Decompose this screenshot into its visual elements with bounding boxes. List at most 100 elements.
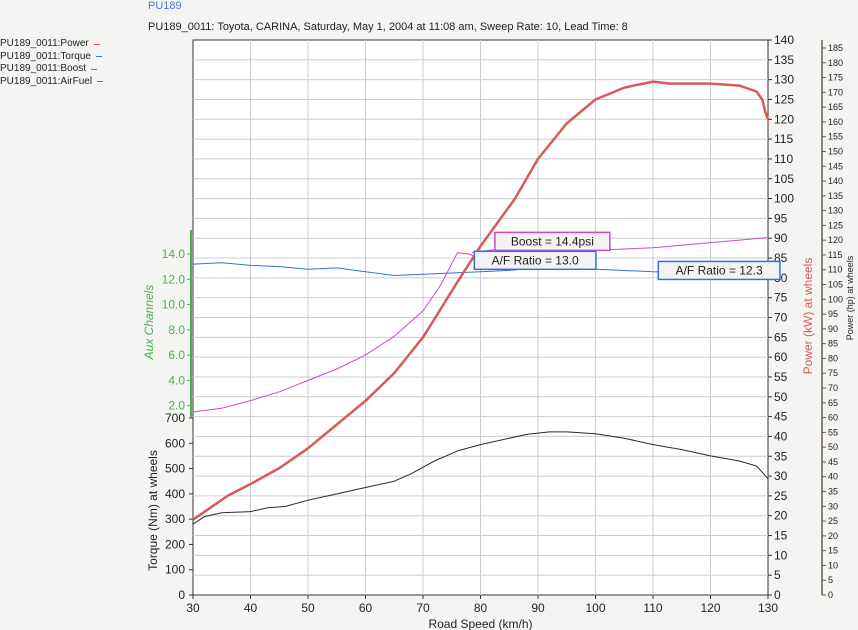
power-kw-axis-label: Power (kW) at wheels	[801, 258, 815, 375]
legend-swatch-airfuel	[97, 81, 104, 83]
power-hp-tick-label: 115	[828, 250, 842, 260]
power-hp-tick-label: 95	[828, 309, 838, 319]
power-hp-tick-label: 35	[828, 487, 838, 497]
power-hp-tick-label: 110	[828, 265, 842, 275]
power-hp-tick-label: 30	[828, 501, 838, 511]
torque-tick-label: 600	[165, 436, 185, 450]
power-kw-tick-label: 50	[774, 390, 788, 404]
legend: PU189_0011:Power PU189_0011:Torque PU189…	[0, 38, 104, 89]
annotation-2: A/F Ratio = 13.0	[473, 250, 597, 271]
power-hp-tick-label: 55	[828, 427, 838, 437]
series-airfuel-line	[192, 262, 769, 276]
power-kw-tick-label: 20	[774, 509, 788, 523]
aux-axis: 2.0 4.0 6.0 8.0 10.0 12.0 14.0 Aux Channels	[142, 230, 192, 418]
power-kw-tick-label: 105	[774, 172, 794, 186]
annotation-text: A/F Ratio = 13.0	[492, 253, 579, 267]
power-hp-tick-label: 160	[828, 117, 843, 127]
annotation-3: A/F Ratio = 12.3	[657, 260, 781, 281]
power-kw-tick-label: 120	[774, 112, 794, 126]
power-kw-tick-label: 30	[774, 469, 788, 483]
x-tick-label: 40	[244, 601, 258, 615]
torque-tick-label: 200	[165, 537, 185, 551]
x-axis: 30 40 50 60 70 80 90 100 110 120 130 Road Speed (km…	[186, 595, 778, 630]
power-kw-tick-label: 0	[774, 588, 781, 602]
power-hp-tick-label: 40	[828, 472, 838, 482]
power-kw-tick-label: 110	[774, 152, 793, 166]
power-hp-tick-label: 20	[828, 531, 838, 541]
power-hp-tick-label: 170	[828, 87, 843, 97]
legend-item-boost[interactable]: PU189_0011:Boost	[0, 63, 103, 76]
aux-tick-label: 10.0	[162, 298, 186, 312]
power-kw-tick-label: 55	[774, 370, 788, 384]
power-hp-tick-label: 15	[828, 546, 838, 556]
annotation-text: A/F Ratio = 12.3	[676, 263, 763, 277]
grid-lines	[193, 40, 768, 595]
legend-item-torque[interactable]: PU189_0011:Torque	[0, 51, 103, 64]
power-hp-tick-label: 25	[828, 516, 838, 526]
power-kw-tick-label: 130	[774, 73, 794, 87]
power-hp-axis-label: Power (hp) at wheels	[845, 255, 855, 340]
power-kw-tick-label: 65	[774, 330, 788, 344]
power-hp-tick-label: 155	[828, 132, 843, 142]
power-hp-tick-label: 105	[828, 280, 843, 290]
power-kw-tick-label: 45	[774, 410, 788, 424]
torque-tick-label: 400	[165, 487, 185, 501]
x-tick-label: 120	[700, 601, 720, 615]
power-hp-tick-label: 185	[828, 43, 843, 53]
aux-tick-label: 4.0	[168, 373, 185, 387]
power-kw-tick-label: 125	[774, 92, 794, 106]
power-hp-tick-label: 85	[828, 339, 838, 349]
power-kw-tick-label: 15	[774, 529, 788, 543]
power-hp-tick-label: 135	[828, 191, 843, 201]
legend-item-power[interactable]: PU189_0011:Power	[0, 38, 103, 51]
x-tick-label: 60	[359, 601, 373, 615]
x-tick-label: 90	[531, 601, 545, 615]
power-kw-tick-label: 90	[774, 231, 788, 245]
x-tick-label: 100	[585, 601, 605, 615]
x-tick-label: 50	[301, 601, 315, 615]
x-tick-label: 130	[758, 601, 778, 615]
power-kw-tick-label: 10	[774, 548, 788, 562]
power-hp-tick-label: 65	[828, 398, 838, 408]
power-hp-tick-label: 130	[828, 206, 843, 216]
power-kw-tick-label: 95	[774, 211, 788, 225]
x-tick-label: 70	[416, 601, 430, 615]
x-axis-label: Road Speed (km/h)	[428, 617, 532, 630]
power-kw-tick-label: 75	[774, 291, 788, 305]
power-hp-tick-label: 140	[828, 176, 843, 186]
power-hp-tick-label: 80	[828, 353, 838, 363]
legend-label-power: PU189_0011:Power	[0, 38, 89, 49]
aux-tick-label: 14.0	[162, 247, 186, 261]
legend-item-airfuel[interactable]: PU189_0011:AirFuel	[0, 76, 104, 89]
torque-tick-label: 100	[165, 563, 185, 577]
legend-swatch-power	[93, 43, 100, 45]
power-hp-tick-label: 70	[828, 383, 838, 393]
power-hp-tick-label: 150	[828, 146, 843, 156]
power-kw-tick-label: 35	[774, 449, 788, 463]
power-hp-tick-label: 90	[828, 324, 838, 334]
power-kw-tick-label: 60	[774, 350, 788, 364]
power-kw-tick-label: 115	[774, 132, 793, 146]
power-hp-tick-label: 100	[828, 294, 843, 304]
torque-tick-label: 0	[178, 588, 185, 602]
torque-tick-label: 700	[165, 411, 185, 425]
brand-label: PU189	[148, 0, 182, 12]
series-torque-line	[192, 431, 769, 525]
power-hp-tick-label: 125	[828, 220, 843, 230]
power-hp-tick-label: 60	[828, 413, 838, 423]
power-hp-tick-label: 180	[828, 58, 843, 68]
power-kw-tick-label: 40	[774, 429, 788, 443]
aux-tick-label: 12.0	[162, 272, 186, 286]
aux-tick-label: 6.0	[168, 348, 185, 362]
legend-label-boost: PU189_0011:Boost	[0, 63, 86, 74]
torque-tick-label: 500	[165, 462, 185, 476]
x-tick-label: 30	[186, 601, 200, 615]
aux-tick-label: 2.0	[168, 399, 185, 413]
power-hp-tick-label: 50	[828, 442, 838, 452]
power-kw-tick-label: 100	[774, 192, 794, 206]
annotation-1: Boost = 14.4psi	[471, 231, 611, 254]
torque-axis-label: Torque (Nm) at wheels	[146, 450, 160, 571]
annotation-box	[473, 250, 597, 271]
